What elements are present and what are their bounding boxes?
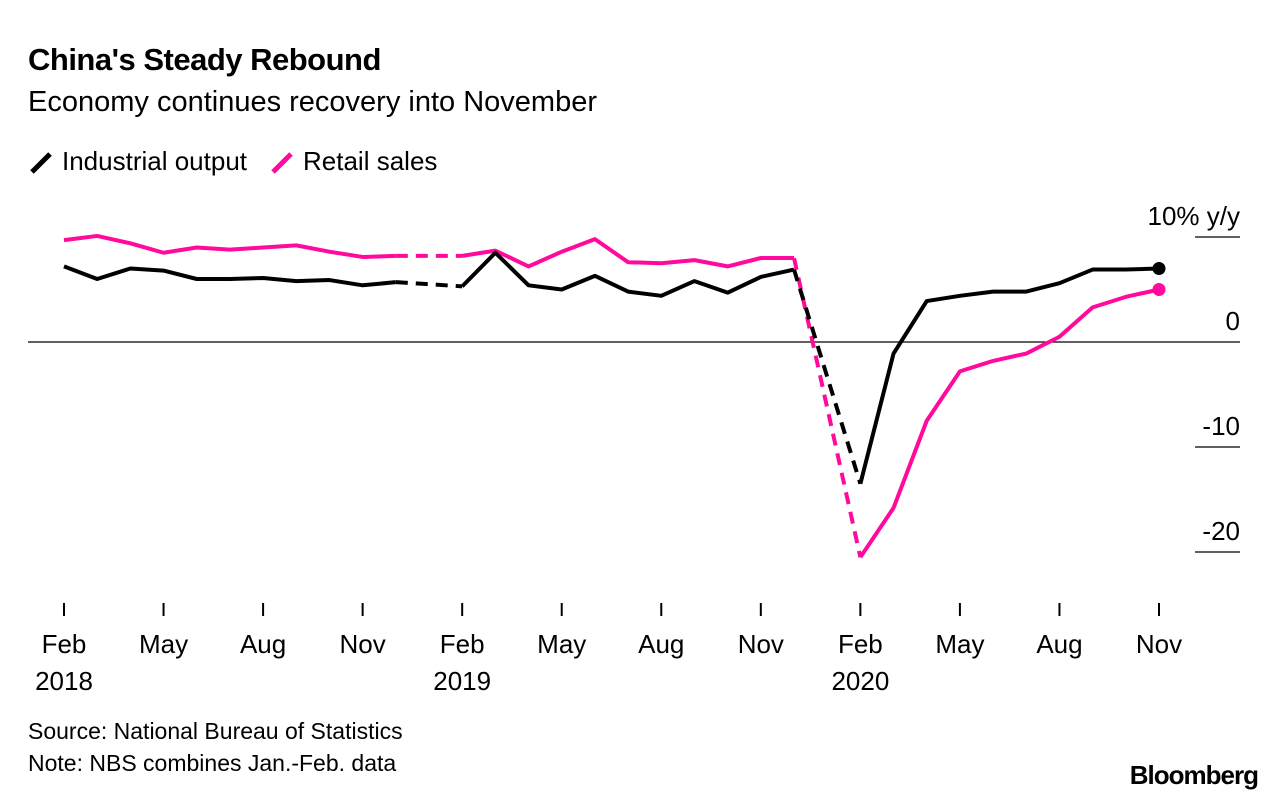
source-note: Source: National Bureau of Statistics	[28, 718, 403, 744]
y-tick-label: -20	[1202, 516, 1240, 546]
x-tick-label: Nov	[340, 629, 386, 659]
x-tick-label: May	[139, 629, 188, 659]
chart-title: China's Steady Rebound	[28, 42, 381, 77]
x-tick-label: Aug	[240, 629, 286, 659]
bloomberg-logo: Bloomberg	[1129, 760, 1259, 790]
series-line-retail-sales	[63, 233, 396, 259]
series-gap-dashed-industrial-output	[395, 280, 463, 289]
x-tick-label: Nov	[738, 629, 784, 659]
x-tick-label: Feb	[838, 629, 883, 659]
x-tick-year: 2018	[35, 666, 93, 696]
series-end-dot-retail-sales	[1152, 283, 1166, 296]
series-line-retail-sales	[858, 287, 1160, 559]
x-tick-label: Feb	[42, 629, 87, 659]
series-line-industrial-output	[460, 250, 795, 298]
legend-item-industrial: Industrial output	[28, 146, 247, 177]
legend-item-retail: Retail sales	[269, 146, 437, 177]
x-tick-label: May	[935, 629, 984, 659]
series-gap-dashed-retail-sales	[792, 257, 863, 558]
footnote: Note: NBS combines Jan.-Feb. data	[28, 750, 397, 776]
y-tick-label: 0	[1226, 306, 1240, 336]
legend-swatch-industrial	[30, 151, 52, 174]
series-line-industrial-output	[63, 264, 397, 288]
y-tick-label: 10% y/y	[1148, 201, 1241, 231]
series-line-retail-sales	[461, 237, 794, 269]
legend-swatch-retail	[271, 151, 293, 174]
series-gap-dashed-industrial-output	[792, 268, 863, 485]
legend-label: Retail sales	[303, 146, 438, 176]
x-tick-label: Aug	[1036, 629, 1082, 659]
x-tick-label: May	[537, 629, 586, 659]
x-tick-label: Aug	[638, 629, 684, 659]
y-tick-label: -10	[1202, 411, 1240, 441]
legend-label: Industrial output	[62, 146, 248, 176]
series-end-dot-industrial-output	[1152, 262, 1166, 275]
x-tick-year: 2020	[831, 666, 889, 696]
x-tick-label: Feb	[440, 629, 485, 659]
x-tick-year: 2019	[433, 666, 491, 696]
series-line-industrial-output	[858, 266, 1160, 485]
legend: Industrial output Retail sales	[28, 146, 447, 177]
x-tick-label: Nov	[1136, 629, 1182, 659]
chart-subtitle: Economy continues recovery into November	[28, 86, 597, 118]
